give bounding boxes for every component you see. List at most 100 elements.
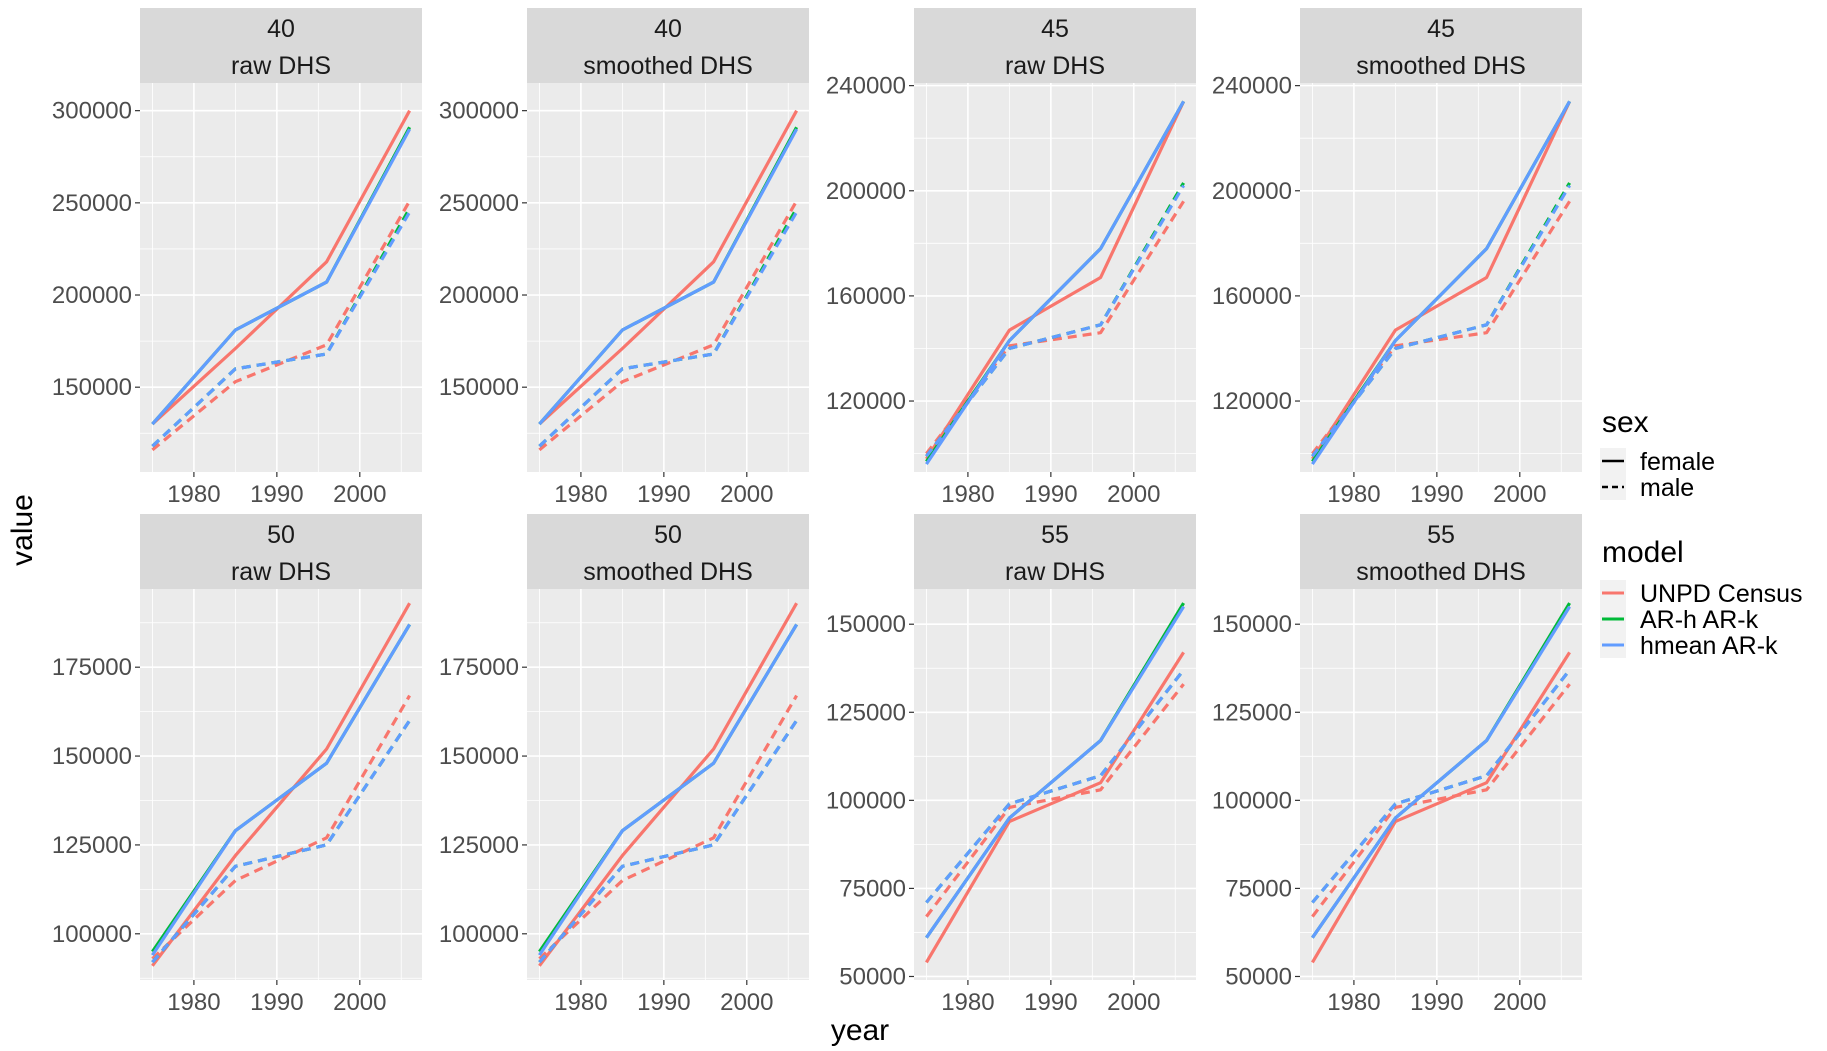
series-line-hmean-ar-k-male (151, 719, 411, 964)
y-tick-label: 125000 (826, 699, 906, 726)
legend-label-ar-h-ar-k: AR-h AR-k (1640, 606, 1759, 634)
series-line-hmean-ar-k-female (538, 128, 799, 426)
x-tick-label: 1990 (637, 989, 690, 1016)
y-axis-title: value (6, 494, 39, 566)
facet-strip-label-bottom: smoothed DHS (1356, 52, 1526, 80)
y-tick-label: 50000 (1225, 963, 1292, 990)
facet-strip-label-bottom: smoothed DHS (583, 558, 753, 586)
series-line-hmean-ar-k-female (151, 623, 411, 956)
y-tick-label: 250000 (439, 190, 519, 217)
facet-strip-label-top: 55 (1041, 521, 1069, 549)
facet-strip-label-top: 45 (1041, 15, 1069, 43)
plot-background (1300, 589, 1582, 980)
y-tick-label: 200000 (826, 178, 906, 205)
x-tick-label: 2000 (1493, 989, 1546, 1016)
legend-key-male (1600, 474, 1626, 500)
x-tick-label: 1990 (1024, 989, 1077, 1016)
series-line-unpd-census-female (538, 602, 798, 967)
x-tick-label: 2000 (720, 481, 773, 508)
legend-label-male: male (1640, 474, 1694, 502)
plot-background (527, 83, 809, 472)
y-tick-label: 150000 (52, 743, 132, 770)
y-tick-label: 150000 (439, 743, 519, 770)
y-tick-label: 150000 (1212, 611, 1292, 638)
facet-strip-label-bottom: smoothed DHS (1356, 558, 1526, 586)
x-tick-label: 2000 (333, 989, 386, 1016)
y-tick-label: 300000 (52, 98, 132, 125)
y-tick-label: 175000 (439, 654, 519, 681)
facet-panel-6: 50 smoothed DHS 100000 125000 150000 175000 19… (439, 514, 809, 1016)
y-tick-label: 150000 (826, 611, 906, 638)
legend-label-female: female (1640, 448, 1715, 476)
y-tick-label: 100000 (439, 921, 519, 948)
plot-background (914, 589, 1196, 980)
x-tick-label: 1980 (1327, 989, 1380, 1016)
series-line-hmean-ar-k-female (151, 128, 412, 426)
x-tick-label: 1980 (554, 481, 607, 508)
plot-background (527, 589, 809, 980)
facet-panel-3: 45 raw DHS 120000 160000 200000 240000 1980 199… (826, 8, 1196, 508)
y-tick-label: 200000 (1212, 178, 1292, 205)
x-tick-label: 1980 (941, 481, 994, 508)
series-line-unpd-census-male (1311, 683, 1571, 918)
x-tick-label: 1980 (167, 481, 220, 508)
x-tick-label: 2000 (333, 481, 386, 508)
facet-strip-label-top: 40 (267, 15, 295, 43)
series-line-unpd-census-male (925, 683, 1185, 918)
facet-strip-label-top: 50 (267, 521, 295, 549)
series-line-unpd-census-female (925, 651, 1185, 964)
series-line-hmean-ar-k-male (1311, 184, 1571, 458)
facet-panel-1: 40 raw DHS 150000 200000 250000 300000 1980 199… (52, 8, 422, 508)
facet-strip-label-top: 50 (654, 521, 682, 549)
y-tick-label: 120000 (1212, 388, 1292, 415)
facet-panel-7: 55 raw DHS 50000 75000 100000 125000 150000 198… (826, 514, 1196, 1016)
legend-label-unpd-census: UNPD Census (1640, 580, 1803, 608)
legend: sex female male model UNPD Census AR-h A… (1600, 406, 1803, 660)
facet-strip (140, 8, 422, 83)
y-tick-label: 160000 (826, 283, 906, 310)
series-line-unpd-census-female (151, 602, 411, 967)
y-tick-label: 125000 (52, 832, 132, 859)
facet-strip-label-top: 55 (1427, 521, 1455, 549)
y-tick-label: 175000 (52, 654, 132, 681)
x-axis-title: year (831, 1014, 889, 1047)
y-tick-label: 240000 (1212, 73, 1292, 100)
y-tick-label: 125000 (1212, 699, 1292, 726)
legend-sex-title: sex (1602, 406, 1649, 439)
series-line-hmean-ar-k-male (151, 211, 411, 448)
series-line-hmean-ar-k-female (538, 623, 798, 956)
facet-strip (527, 514, 809, 589)
x-tick-label: 2000 (720, 989, 773, 1016)
y-tick-label: 75000 (1225, 875, 1292, 902)
series-line-unpd-census-female (1311, 651, 1571, 964)
facet-panel-2: 40 smoothed DHS 150000 200000 250000 300000 19… (439, 8, 809, 508)
chart-panels: 40 raw DHS 150000 200000 250000 300000 1980 199… (52, 8, 1582, 1016)
facet-strip (527, 8, 809, 83)
x-tick-label: 1980 (941, 989, 994, 1016)
y-tick-label: 240000 (826, 73, 906, 100)
facet-strip (914, 8, 1196, 83)
series-line-unpd-census-male (538, 200, 798, 452)
x-tick-label: 1980 (1327, 481, 1380, 508)
series-line-hmean-ar-k-male (538, 719, 798, 964)
legend-label-hmean-ar-k: hmean AR-k (1640, 632, 1778, 660)
facet-strip (914, 514, 1196, 589)
facet-strip (140, 514, 422, 589)
legend-key-hmean-ar-k (1600, 632, 1626, 658)
y-tick-label: 300000 (439, 98, 519, 125)
x-tick-label: 1990 (250, 481, 303, 508)
series-line-hmean-ar-k-male (925, 669, 1185, 904)
y-tick-label: 160000 (1212, 283, 1292, 310)
y-tick-label: 200000 (52, 282, 132, 309)
x-tick-label: 1990 (1410, 989, 1463, 1016)
y-tick-label: 75000 (839, 875, 906, 902)
legend-key-unpd-census (1600, 580, 1626, 606)
y-tick-label: 200000 (439, 282, 519, 309)
series-line-hmean-ar-k-male (925, 184, 1185, 458)
facet-strip-label-top: 45 (1427, 15, 1455, 43)
facet-strip-label-bottom: smoothed DHS (583, 52, 753, 80)
plot-background (140, 83, 422, 472)
plot-background (140, 589, 422, 980)
series-line-unpd-census-female (1311, 100, 1572, 460)
